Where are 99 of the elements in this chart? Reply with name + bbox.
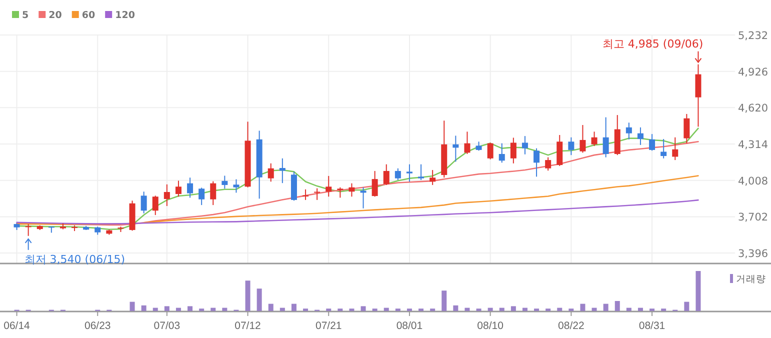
candlestick xyxy=(568,136,574,156)
bar xyxy=(638,308,643,311)
bar xyxy=(268,304,274,311)
candlestick xyxy=(152,195,158,216)
bar xyxy=(442,290,447,311)
bar xyxy=(488,308,493,311)
candlestick xyxy=(198,187,205,206)
candlestick xyxy=(476,141,482,152)
candlestick xyxy=(545,156,552,172)
x-tick-label: 08/22 xyxy=(558,320,584,332)
candlestick xyxy=(418,164,424,180)
legend-label: 거래량 xyxy=(736,274,766,285)
y-tick-label: 3,702 xyxy=(738,212,768,224)
x-tick-label: 08/01 xyxy=(396,320,423,332)
x-tick-label: 07/21 xyxy=(315,320,342,332)
bar xyxy=(453,305,458,311)
bar xyxy=(245,280,250,311)
annotation: 최고 4,985 (09/06) xyxy=(602,37,704,50)
candlestick xyxy=(649,134,656,152)
candlestick xyxy=(487,142,494,160)
bar xyxy=(130,302,135,311)
bar xyxy=(256,288,262,311)
candlestick xyxy=(430,170,436,186)
candlestick xyxy=(175,180,182,198)
candlestick xyxy=(684,113,690,144)
bar xyxy=(360,306,366,311)
bar xyxy=(696,271,701,311)
bar xyxy=(510,306,516,311)
candlestick xyxy=(591,131,598,147)
candlestick xyxy=(660,138,667,159)
bar xyxy=(557,308,562,311)
candlestick xyxy=(372,170,378,198)
x-tick-label: 08/10 xyxy=(477,320,504,332)
candlestick xyxy=(394,168,401,180)
y-tick-label: 5,232 xyxy=(738,30,768,42)
x-tick-label: 06/14 xyxy=(4,320,30,332)
candlestick xyxy=(233,178,240,194)
candlestick xyxy=(534,148,540,178)
candlestick xyxy=(695,64,702,128)
candlestick xyxy=(164,184,170,206)
candlestick xyxy=(510,137,516,164)
x-tick-label: 08/31 xyxy=(638,320,666,332)
candlestick xyxy=(580,124,586,154)
bar xyxy=(626,308,632,311)
candlestick xyxy=(222,175,228,190)
legend-label: 120 xyxy=(115,10,136,21)
bar xyxy=(152,308,158,311)
bar xyxy=(499,308,504,311)
bar xyxy=(603,304,608,311)
candlestick xyxy=(672,136,678,161)
candlestick xyxy=(556,134,563,166)
bar xyxy=(522,308,528,311)
bar xyxy=(592,308,597,311)
candlestick xyxy=(452,135,459,162)
candlestick xyxy=(406,164,412,182)
candlestick xyxy=(25,224,32,236)
legend-label: 60 xyxy=(82,10,96,21)
candlestick xyxy=(637,126,644,146)
candlestick xyxy=(626,122,632,140)
bar xyxy=(188,306,193,311)
y-tick-label: 4,620 xyxy=(738,102,768,115)
bar xyxy=(210,308,216,311)
candlestick xyxy=(498,142,505,164)
bar xyxy=(684,302,690,311)
x-tick-label: 07/03 xyxy=(154,320,180,332)
y-tick-label: 4,926 xyxy=(738,66,768,78)
legend-label: 20 xyxy=(48,10,62,21)
candlestick xyxy=(602,116,609,158)
candlestick xyxy=(140,191,147,214)
candlestick xyxy=(348,182,355,198)
bar xyxy=(614,301,620,311)
line-series xyxy=(16,199,699,224)
candlestick xyxy=(187,177,194,198)
y-tick-label: 4,008 xyxy=(738,175,768,188)
candlestick xyxy=(522,136,528,155)
bar xyxy=(291,304,296,311)
x-tick-label: 07/12 xyxy=(234,320,262,332)
bar xyxy=(580,304,586,311)
bar xyxy=(464,308,470,311)
y-tick-label: 3,396 xyxy=(738,248,768,260)
y-tick-label: 4,314 xyxy=(738,139,768,152)
candlestick xyxy=(464,131,470,154)
legend-label: 5 xyxy=(22,10,29,21)
bar xyxy=(176,308,181,311)
bar xyxy=(280,308,285,311)
bar xyxy=(222,308,228,311)
candlestick xyxy=(279,158,286,184)
bar xyxy=(384,308,389,311)
bar xyxy=(141,305,146,311)
candlestick xyxy=(383,164,390,186)
annotation: 최저 3,540 (06/15) xyxy=(24,252,126,266)
candlestick xyxy=(210,180,216,206)
candlestick xyxy=(337,186,344,198)
candlestick xyxy=(326,175,332,198)
candlestick xyxy=(314,188,320,200)
bar xyxy=(164,306,170,311)
candlestick xyxy=(268,162,274,182)
x-tick-label: 06/23 xyxy=(84,320,111,332)
candlestick xyxy=(360,186,366,209)
